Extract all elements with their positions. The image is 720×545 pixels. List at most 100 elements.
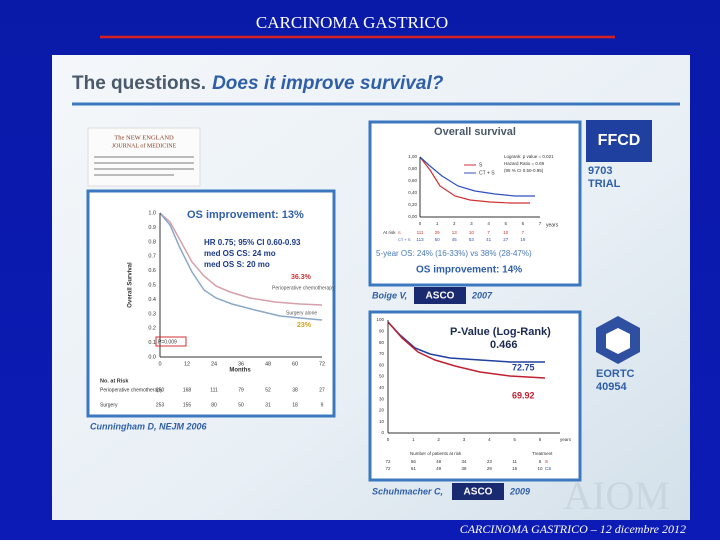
- x-tick-label: 6: [522, 221, 525, 226]
- risk-value: 29: [487, 466, 493, 471]
- annotation: 72.75: [512, 362, 535, 372]
- stat: HR 0.75; 95% CI 0.60-0.93: [204, 238, 301, 247]
- risk-value: 29: [435, 230, 441, 235]
- trial-word: TRIAL: [588, 178, 621, 190]
- risk-value: 168: [183, 387, 192, 393]
- x-tick-label: 3: [463, 437, 466, 442]
- risk-label: S: [398, 230, 401, 235]
- legend-label: CT + S: [479, 170, 495, 176]
- x-tick-label: 0: [158, 361, 161, 367]
- y-tick-label: 0,60: [408, 178, 417, 183]
- y-tick-label: 0.6: [148, 268, 156, 274]
- panel-top-right: [368, 120, 582, 287]
- x-tick-label: 48: [265, 361, 271, 367]
- x-axis-label: years: [560, 437, 572, 442]
- x-tick-label: 6: [539, 437, 542, 442]
- citation: Schuhmacher C,: [372, 486, 443, 496]
- x-tick-label: 5: [504, 221, 507, 226]
- risk-value: 10: [469, 230, 475, 235]
- risk-value: 18: [292, 402, 298, 408]
- risk-value: 61: [411, 466, 417, 471]
- stat: med OS S: 20 mo: [204, 260, 270, 269]
- x-tick-label: 0: [419, 221, 422, 226]
- five-year-os: 5-year OS: 24% (16-33%) vs 38% (28-47%): [376, 249, 532, 258]
- annotation: Perioperative chemotherapy: [272, 285, 335, 291]
- risk-value: 6: [539, 459, 542, 464]
- x-tick-label: 7: [539, 221, 542, 226]
- nejm-logo: JOURNAL of MEDICINE: [112, 142, 177, 149]
- risk-value: 27: [319, 387, 325, 393]
- risk-value: 38: [461, 466, 467, 471]
- risk-value: 10: [537, 466, 543, 471]
- pvalue: 0.466: [490, 339, 518, 351]
- x-tick-label: 2: [453, 221, 456, 226]
- footer: CARCINOMA GASTRICO – 12 dicembre 2012: [460, 522, 686, 536]
- asco-logo: [414, 287, 466, 304]
- curve-cs: [387, 321, 545, 363]
- asco-logo: [452, 483, 504, 500]
- ffcd-logo-text: FFCD: [598, 132, 641, 149]
- x-tick-label: 1: [436, 221, 439, 226]
- y-tick-label: 50: [379, 374, 385, 379]
- y-tick-label: 0.3: [148, 311, 156, 317]
- eortc-number: 40954: [596, 381, 627, 393]
- x-tick-label: 24: [211, 361, 217, 367]
- slide-title: The questions. Does it improve survival?: [72, 73, 444, 94]
- annotation: 23%: [297, 322, 312, 329]
- y-tick-label: 10: [379, 419, 385, 424]
- risk-value: 38: [292, 387, 298, 393]
- pvalue: P=0.009: [158, 339, 177, 345]
- annotation: 36.3%: [291, 274, 312, 281]
- ffcd-logo: [586, 120, 652, 162]
- risk-value: 50: [435, 237, 441, 242]
- curve-surgery: [159, 212, 323, 321]
- risk-value: 52: [265, 387, 271, 393]
- x-tick-label: 3: [470, 221, 473, 226]
- curve-s-eortc: [387, 321, 546, 379]
- x-tick-label: 5: [513, 437, 516, 442]
- stat: Logrank: p value = 0.021: [504, 154, 554, 159]
- risk-label: CT + S: [398, 237, 411, 242]
- eortc-logo: [596, 316, 640, 364]
- risk-value: 155: [183, 402, 192, 408]
- risk-label: S: [545, 459, 548, 464]
- y-tick-label: 0.4: [148, 297, 156, 303]
- x-tick-label: 4: [488, 437, 491, 442]
- x-tick-label: 2: [437, 437, 440, 442]
- risk-value: 13: [452, 230, 458, 235]
- risk-value: 7: [522, 230, 525, 235]
- x-tick-label: 72: [319, 361, 325, 367]
- heading: Overall survival: [434, 126, 516, 138]
- risk-value: 41: [486, 237, 492, 242]
- citation-year: 2009: [509, 486, 530, 496]
- risk-value: 10: [503, 230, 509, 235]
- y-tick-label: 100: [376, 317, 384, 322]
- stat: Hazard Ratio = 0.69: [504, 161, 545, 166]
- risk-value: 27: [503, 237, 509, 242]
- y-tick-label: 90: [379, 328, 385, 333]
- y-tick-label: 70: [379, 351, 385, 356]
- asco-logo-text: ASCO: [426, 291, 455, 302]
- risk-value: 50: [238, 402, 244, 408]
- risk-value: 111: [417, 230, 424, 235]
- y-tick-label: 0,80: [408, 166, 417, 171]
- y-tick-label: 60: [379, 362, 385, 367]
- risk-label: Surgery: [100, 402, 118, 408]
- pvalue-box: [155, 336, 187, 347]
- curve-cts: [419, 156, 535, 197]
- header-title: CARCINOMA GASTRICO: [256, 13, 448, 32]
- y-tick-label: 0.7: [148, 254, 156, 260]
- heading: OS improvement: 13%: [187, 209, 304, 221]
- citation: Cunningham D, NEJM 2006: [90, 421, 208, 431]
- y-tick-label: 40: [379, 385, 385, 390]
- x-tick-label: 0: [387, 437, 390, 442]
- risk-value: 79: [238, 387, 244, 393]
- y-tick-label: 0.8: [148, 239, 156, 245]
- risk-value: 31: [265, 402, 271, 408]
- y-tick-label: 0,40: [408, 190, 417, 195]
- y-axis-label: Overall Survival: [128, 262, 134, 308]
- y-tick-label: 1,00: [408, 154, 417, 159]
- risk-value: 45: [452, 237, 458, 242]
- risk-value: 18: [520, 237, 526, 242]
- risk-value: 9: [321, 402, 324, 408]
